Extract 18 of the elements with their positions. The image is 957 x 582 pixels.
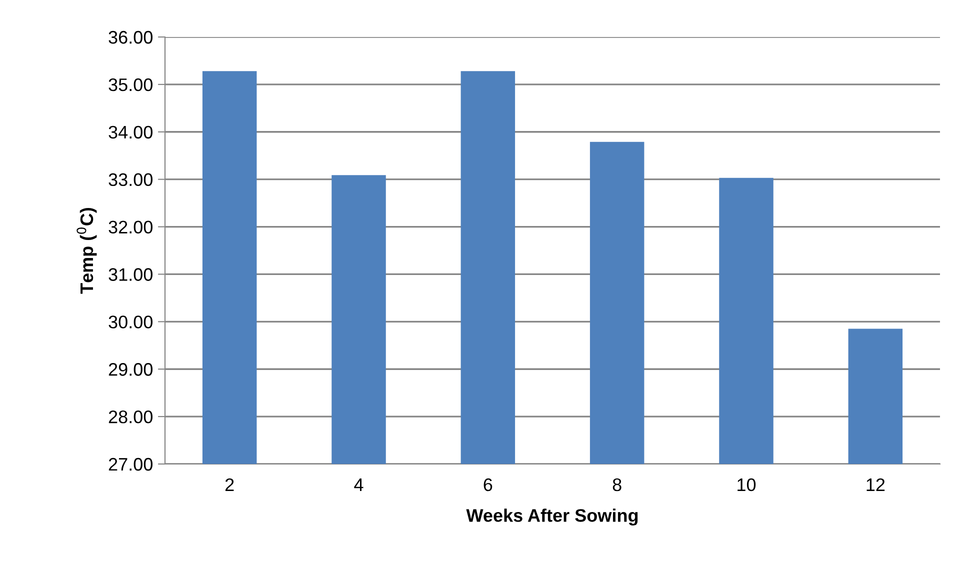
x-tick-label: 12 bbox=[866, 478, 885, 491]
x-tick-label: 2 bbox=[225, 478, 234, 491]
x-axis-title: Weeks After Sowing bbox=[466, 508, 638, 526]
y-tick-label: 35.00 bbox=[108, 78, 152, 92]
x-tick-label: 10 bbox=[738, 478, 756, 492]
y-tick-label: 27.00 bbox=[108, 458, 152, 471]
y-tick-label: 30.00 bbox=[108, 316, 152, 328]
y-tick-label: 32.00 bbox=[108, 220, 152, 234]
x-tick-label: 4 bbox=[354, 478, 364, 491]
x-tick-label: 6 bbox=[484, 478, 492, 492]
y-tick-label: 33.00 bbox=[108, 173, 152, 186]
y-tick-label: 36.00 bbox=[108, 30, 152, 44]
y-tick-label: 31.00 bbox=[108, 268, 152, 281]
y-tick-label: 29.00 bbox=[108, 363, 152, 376]
y-axis-title: Temp ($^{0}$C) bbox=[76, 208, 97, 294]
y-tick-label: 34.00 bbox=[108, 126, 152, 139]
y-tick-label: 28.00 bbox=[108, 410, 152, 424]
x-tick-label: 8 bbox=[612, 478, 622, 492]
